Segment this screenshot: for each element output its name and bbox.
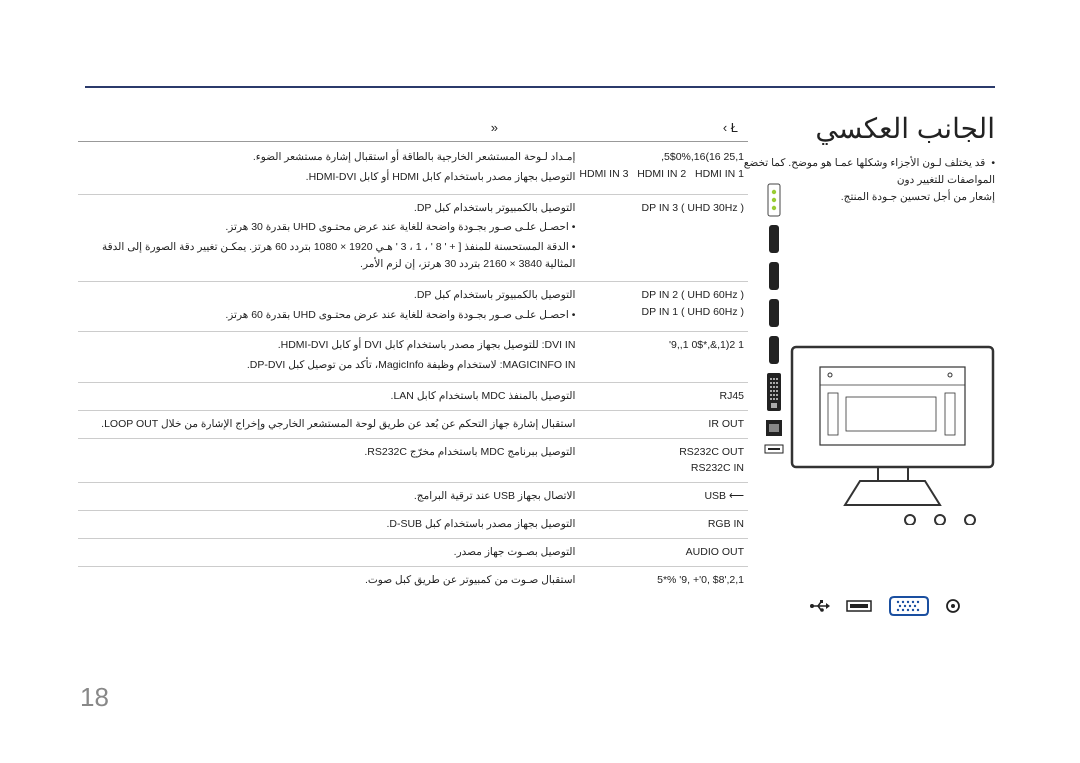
dp-port-icon xyxy=(768,261,780,291)
rj45-port-icon xyxy=(765,419,783,437)
cell-desc: التوصيل بالمنفذ MDC باستخدام كابل LAN. xyxy=(78,382,579,410)
ports-icons-column xyxy=(764,183,784,454)
power-port-icon xyxy=(767,183,781,217)
cell-desc: التوصيل ببرنامج MDC باستخدام مخرّج RS232… xyxy=(78,438,579,483)
hdmi-port-icon xyxy=(768,224,780,254)
cell-port: DP IN 2 ( UHD 60Hz ) DP IN 1 ( UHD 60Hz … xyxy=(579,281,748,332)
header-desc: » xyxy=(78,120,498,135)
table-row: التوصيل بالكمبيوتر باستخدام كبل DP. ‎• ا… xyxy=(78,194,748,281)
monitor-back-illustration xyxy=(790,345,995,525)
cell-desc: التوصيل بالكمبيوتر باستخدام كبل DP. ‎• ا… xyxy=(78,281,579,332)
page-title: الجانب العكسي xyxy=(815,112,995,145)
cell-desc: استقبال صـوت من كمبيوتر عن طريق كبل صوت. xyxy=(78,566,579,593)
cell-desc: استقبال إشارة جهاز التحكم عن بُعد عن طري… xyxy=(78,410,579,438)
cell-port: RJ45 xyxy=(579,382,748,410)
usb-port-icon xyxy=(764,444,784,454)
table-row: التوصيل ببرنامج MDC باستخدام مخرّج RS232… xyxy=(78,438,748,483)
table-row: إمـداد لـوحة المستشعر الخارجية بالطاقة أ… xyxy=(78,144,748,194)
cell-port: RS232C OUT RS232C IN xyxy=(579,438,748,483)
cell-port: 5*% '9, +'0, $8',2,1 xyxy=(579,566,748,593)
table-row: استقبال إشارة جهاز التحكم عن بُعد عن طري… xyxy=(78,410,748,438)
cell-port: ,5$0%,16(16 25,1 HDMI IN 3 HDMI IN 2 HDM… xyxy=(579,144,748,194)
cell-port: DP IN 3 ( UHD 30Hz ) xyxy=(579,194,748,281)
ports-table: إمـداد لـوحة المستشعر الخارجية بالطاقة أ… xyxy=(78,144,748,593)
cell-desc: إمـداد لـوحة المستشعر الخارجية بالطاقة أ… xyxy=(78,144,579,194)
cell-desc: التوصيل بالكمبيوتر باستخدام كبل DP. ‎• ا… xyxy=(78,194,579,281)
cell-desc: DVI IN: للتوصيل بجهاز مصدر باستخدام كابل… xyxy=(78,332,579,383)
table-row: التوصيل بالكمبيوتر باستخدام كبل DP. ‎• ا… xyxy=(78,281,748,332)
table-row: الاتصال بجهاز USB عند ترقية البرامج. USB… xyxy=(78,483,748,511)
cell-desc: التوصيل بجهاز مصدر باستخدام كبل D-SUB. xyxy=(78,510,579,538)
usb-symbol-icon xyxy=(808,599,830,613)
cell-port: '9,,1 0$*,&,1)2 1 xyxy=(579,332,748,383)
note-line1: قد يختلف لـون الأجزاء وشكلها عمـا هو موض… xyxy=(744,157,995,186)
dp-port-icon xyxy=(768,298,780,328)
cell-desc: التوصيل بصـوت جهاز مصدر. xyxy=(78,538,579,566)
cell-port: AUDIO OUT xyxy=(579,538,748,566)
table-row: التوصيل بجهاز مصدر باستخدام كبل D-SUB. R… xyxy=(78,510,748,538)
cell-port: USB ⟵ xyxy=(579,483,748,511)
dp-port-icon xyxy=(768,335,780,365)
dvi-port-icon xyxy=(766,372,782,412)
table-row: DVI IN: للتوصيل بجهاز مصدر باستخدام كابل… xyxy=(78,332,748,383)
table-row: التوصيل بصـوت جهاز مصدر. AUDIO OUT xyxy=(78,538,748,566)
table-header: » ‹ Ł xyxy=(78,120,748,142)
cell-port: IR OUT xyxy=(579,410,748,438)
usb-a-port-icon xyxy=(846,600,872,612)
audio-jack-icon xyxy=(946,599,960,613)
table-row: استقبال صـوت من كمبيوتر عن طريق كبل صوت.… xyxy=(78,566,748,593)
header-port: ‹ Ł xyxy=(498,120,748,135)
top-rule xyxy=(85,86,995,88)
cell-desc: الاتصال بجهاز USB عند ترقية البرامج. xyxy=(78,483,579,511)
bottom-port-icons xyxy=(808,595,960,617)
cell-port: RGB IN xyxy=(579,510,748,538)
page-number: 18 xyxy=(80,682,109,713)
table-row: التوصيل بالمنفذ MDC باستخدام كابل LAN. R… xyxy=(78,382,748,410)
vga-port-icon xyxy=(888,595,930,617)
